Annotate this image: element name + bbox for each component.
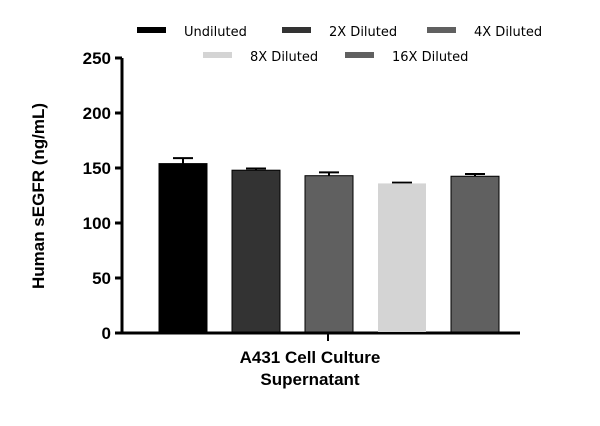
bar-8x-diluted bbox=[378, 183, 426, 332]
y-tick-label: 200 bbox=[83, 104, 111, 123]
y-tick-label: 150 bbox=[83, 159, 111, 178]
bar-16x-diluted bbox=[450, 175, 500, 333]
legend-label: 8X Diluted bbox=[250, 50, 318, 65]
x-axis-label-line-1: A431 Cell Culture bbox=[240, 348, 381, 367]
y-axis: 0 50 100 150 200 250 bbox=[83, 49, 520, 343]
legend-label: 2X Diluted bbox=[329, 25, 397, 40]
y-tick-label: 50 bbox=[92, 269, 111, 288]
legend-swatch bbox=[203, 52, 232, 58]
legend: Undiluted 2X Diluted 4X Diluted 8X Diluted 1… bbox=[137, 25, 542, 65]
legend-swatch bbox=[345, 52, 374, 58]
x-axis-label-line-2: Supernatant bbox=[260, 370, 360, 389]
y-tick-label: 250 bbox=[83, 49, 111, 68]
bar-2x-diluted bbox=[231, 169, 281, 333]
legend-label: 4X Diluted bbox=[474, 25, 542, 40]
y-tick-label: 100 bbox=[83, 214, 111, 233]
bar-4x-diluted bbox=[304, 175, 354, 333]
legend-swatch bbox=[427, 27, 456, 33]
legend-label: 16X Diluted bbox=[392, 50, 468, 65]
y-tick-label: 0 bbox=[102, 324, 111, 343]
bars bbox=[158, 157, 500, 333]
legend-swatch bbox=[137, 27, 166, 33]
bar-undiluted bbox=[158, 163, 208, 333]
legend-label: Undiluted bbox=[184, 25, 247, 40]
y-axis-label: Human sEGFR (ng/mL) bbox=[29, 103, 48, 289]
legend-swatch bbox=[282, 27, 311, 33]
